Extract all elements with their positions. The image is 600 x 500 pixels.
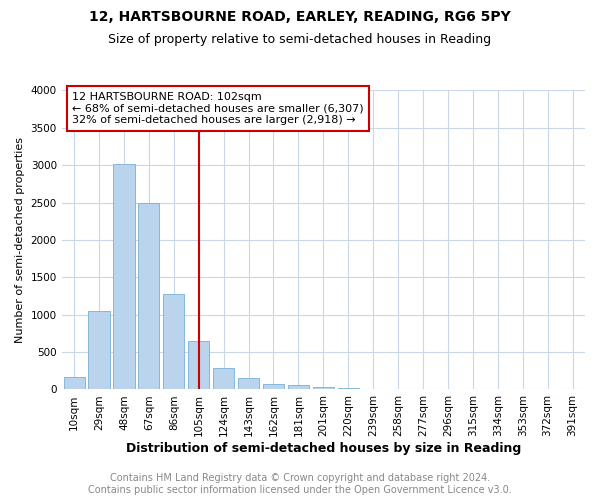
Text: Size of property relative to semi-detached houses in Reading: Size of property relative to semi-detach… <box>109 32 491 46</box>
Bar <box>113 164 134 390</box>
Text: 12, HARTSBOURNE ROAD, EARLEY, READING, RG6 5PY: 12, HARTSBOURNE ROAD, EARLEY, READING, R… <box>89 10 511 24</box>
Y-axis label: Number of semi-detached properties: Number of semi-detached properties <box>15 137 25 343</box>
Bar <box>313 387 334 390</box>
Bar <box>288 386 309 390</box>
X-axis label: Distribution of semi-detached houses by size in Reading: Distribution of semi-detached houses by … <box>126 442 521 455</box>
Bar <box>238 378 259 390</box>
Bar <box>138 204 160 390</box>
Bar <box>213 368 234 390</box>
Bar <box>188 341 209 390</box>
Text: Contains HM Land Registry data © Crown copyright and database right 2024.
Contai: Contains HM Land Registry data © Crown c… <box>88 474 512 495</box>
Bar <box>163 294 184 390</box>
Text: 12 HARTSBOURNE ROAD: 102sqm
← 68% of semi-detached houses are smaller (6,307)
32: 12 HARTSBOURNE ROAD: 102sqm ← 68% of sem… <box>72 92 364 125</box>
Bar <box>263 384 284 390</box>
Bar <box>64 377 85 390</box>
Bar <box>362 388 384 390</box>
Bar <box>88 311 110 390</box>
Bar <box>338 388 359 390</box>
